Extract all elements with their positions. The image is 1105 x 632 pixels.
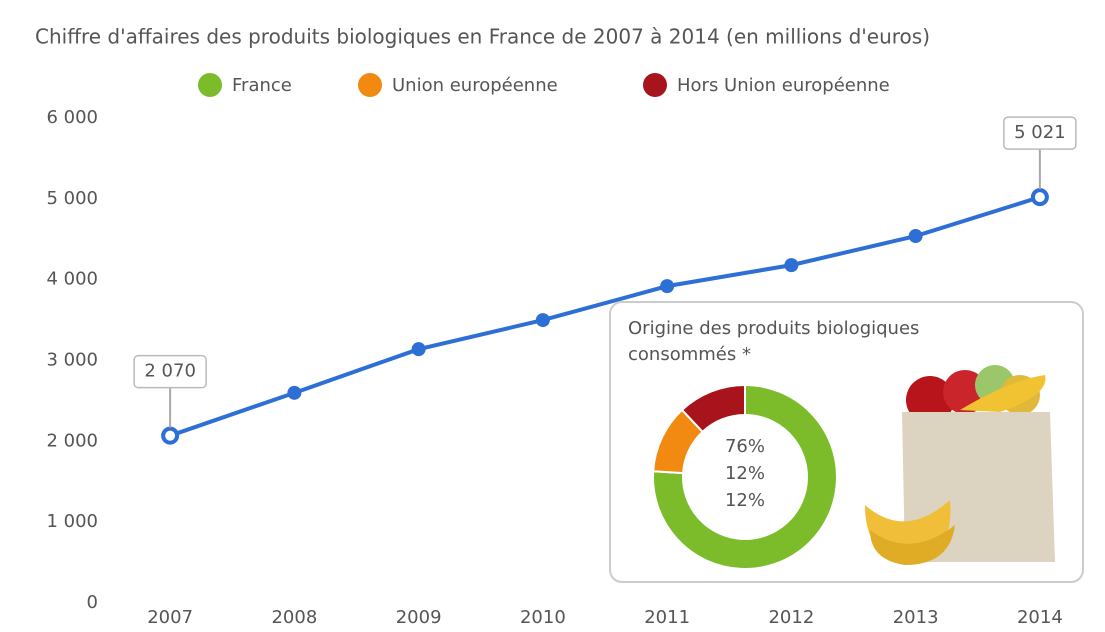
annotation-box (133, 354, 207, 389)
data-point (660, 279, 675, 294)
data-point (161, 426, 180, 445)
annotation-box (1003, 116, 1077, 150)
series-line (169, 195, 1041, 438)
y-tick-label: 4 000 (46, 269, 98, 290)
legend-swatch (198, 73, 222, 97)
legend-swatch (358, 73, 382, 97)
value-label: 5 021 (1014, 122, 1066, 143)
chart-title: Chiffre d'affaires des produits biologiq… (35, 25, 930, 49)
y-tick-label: 5 000 (46, 188, 98, 209)
data-point (535, 313, 550, 328)
x-tick-label: 2008 (271, 607, 317, 628)
y-tick-label: 3 000 (46, 350, 98, 371)
y-tick-label: 6 000 (46, 107, 98, 128)
y-tick-label: 0 (87, 592, 98, 613)
data-point (287, 385, 302, 400)
x-tick-label: 2009 (396, 607, 442, 628)
y-tick-label: 2 000 (46, 430, 98, 451)
x-tick-label: 2012 (768, 607, 814, 628)
x-tick-label: 2013 (893, 607, 939, 628)
x-tick-label: 2011 (644, 607, 690, 628)
data-point (411, 342, 426, 357)
legend-label: Union européenne (392, 75, 558, 96)
donut-slice (652, 383, 838, 570)
legend-label: Hors Union européenne (677, 75, 890, 96)
data-point (908, 229, 923, 244)
inset-title: Origine des produits biologiques consomm… (628, 318, 920, 365)
value-label: 2 070 (144, 361, 196, 382)
y-tick-label: 1 000 (46, 511, 98, 532)
x-tick-label: 2010 (520, 607, 566, 628)
x-tick-label: 2007 (147, 607, 193, 628)
donut-value-label: 76% (725, 436, 765, 457)
data-point (1030, 188, 1049, 207)
donut-value-label: 12% (725, 490, 765, 511)
donut-slice (680, 383, 746, 434)
data-point (784, 258, 799, 273)
donut-value-label: 12% (725, 463, 765, 484)
legend-swatch (643, 73, 667, 97)
x-tick-label: 2014 (1017, 607, 1063, 628)
fruit-bag-illustration (865, 365, 1055, 565)
legend-label: France (232, 75, 292, 96)
